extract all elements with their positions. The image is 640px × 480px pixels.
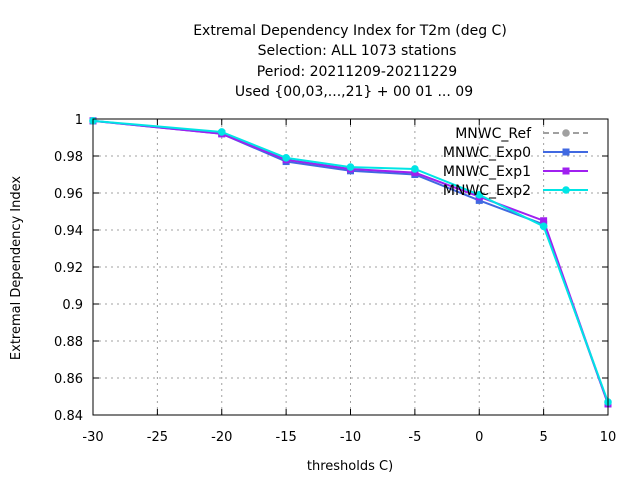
x-tick-label: -10 bbox=[340, 430, 361, 445]
legend-marker-mnwc-exp0 bbox=[562, 148, 570, 156]
legend: MNWC_Ref MNWC_Exp0 MNWC_Exp1 MNWC_Exp2 bbox=[443, 126, 588, 199]
legend-label-mnwc-exp2: MNWC_Exp2 bbox=[443, 183, 531, 199]
data-point-mnwc-exp1 bbox=[540, 217, 548, 225]
data-point-mnwc-exp2 bbox=[411, 165, 419, 173]
legend-marker-mnwc-ref bbox=[562, 129, 570, 137]
y-tick-label: 0.86 bbox=[54, 372, 83, 387]
x-tick-label: 5 bbox=[539, 430, 547, 445]
x-tick-label: -15 bbox=[276, 430, 297, 445]
data-point-mnwc-exp2 bbox=[475, 191, 484, 199]
y-tick-label: 0.96 bbox=[54, 187, 83, 202]
title-line-2: Selection: ALL 1073 stations bbox=[258, 43, 457, 59]
data-point-mnwc-exp2 bbox=[282, 154, 290, 162]
x-tick-label: -5 bbox=[408, 430, 421, 445]
data-point-mnwc-exp2 bbox=[539, 222, 548, 231]
chart-title: Extremal Dependency Index for T2m (deg C… bbox=[193, 23, 507, 100]
x-tick-label: -30 bbox=[82, 430, 103, 445]
y-tick-label: 0.84 bbox=[54, 409, 83, 424]
x-tick-label: 10 bbox=[600, 430, 617, 445]
y-tick-label: 0.98 bbox=[54, 150, 83, 165]
x-tick-label: 0 bbox=[475, 430, 483, 445]
y-tick-label: 1 bbox=[75, 113, 83, 128]
series-line-mnwc-exp2 bbox=[92, 119, 609, 403]
x-axis-label: thresholds C) bbox=[307, 459, 393, 474]
x-tick-label: -20 bbox=[211, 430, 232, 445]
y-tick-label: 0.9 bbox=[62, 298, 83, 313]
data-point-mnwc-exp2 bbox=[346, 163, 355, 171]
legend-marker-mnwc-exp1 bbox=[562, 167, 570, 175]
y-tick-label: 0.92 bbox=[54, 261, 83, 276]
legend-label-mnwc-exp0: MNWC_Exp0 bbox=[443, 145, 531, 161]
title-line-1: Extremal Dependency Index for T2m (deg C… bbox=[193, 23, 507, 39]
y-tick-label: 0.94 bbox=[54, 224, 83, 239]
data-point-mnwc-exp0 bbox=[475, 196, 483, 204]
axis-ticks: -30 -25 -20 -15 -10 -5 0 5 10 0.84 0.86 0.88 0.9 0.92… bbox=[54, 113, 616, 445]
legend-label-mnwc-ref: MNWC_Ref bbox=[455, 126, 532, 142]
x-tick-label: -25 bbox=[147, 430, 168, 445]
y-tick-label: 0.88 bbox=[54, 335, 83, 350]
legend-label-mnwc-exp1: MNWC_Exp1 bbox=[443, 164, 531, 180]
legend-marker-mnwc-exp2 bbox=[562, 186, 570, 194]
y-axis-label: Extremal Dependency Index bbox=[9, 176, 24, 360]
title-line-3: Period: 20211209-20211229 bbox=[257, 64, 457, 80]
data-point-mnwc-exp2 bbox=[217, 128, 226, 136]
series-line-mnwc-exp1 bbox=[92, 119, 609, 405]
title-line-4: Used {00,03,...,21} + 00 01 ... 09 bbox=[235, 84, 473, 100]
series-lines bbox=[89, 117, 612, 408]
